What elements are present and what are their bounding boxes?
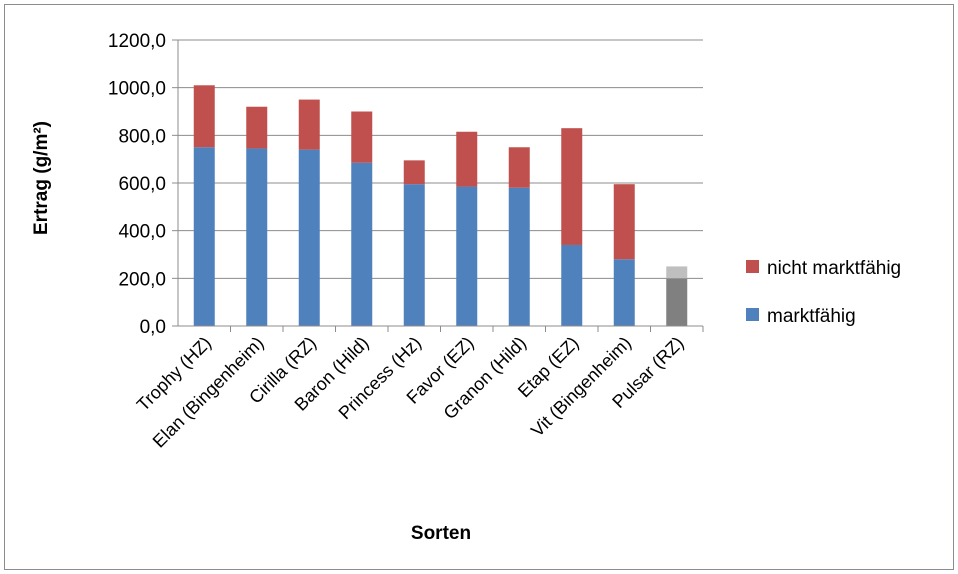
bar-segment-nicht-marktfaehig <box>666 266 688 279</box>
legend-swatch <box>746 308 759 321</box>
legend: nicht marktfähig marktfähig <box>746 258 901 327</box>
bar-segment-nicht-marktfaehig <box>351 111 373 163</box>
bar-segment-marktfaehig <box>193 147 215 326</box>
bar-segment-nicht-marktfaehig <box>508 147 530 188</box>
bar-segment-marktfaehig <box>298 149 320 326</box>
bar-segment-nicht-marktfaehig <box>561 128 583 245</box>
y-tick-label: 800,0 <box>118 126 166 147</box>
bar-segment-marktfaehig <box>351 162 373 326</box>
legend-swatch <box>746 260 759 273</box>
y-tick-label: 1200,0 <box>108 31 166 52</box>
y-tick-label: 200,0 <box>118 269 166 290</box>
legend-label: marktfähig <box>767 306 856 327</box>
bar-segment-nicht-marktfaehig <box>403 160 425 185</box>
bar-segment-marktfaehig <box>561 244 583 326</box>
bar-segment-nicht-marktfaehig <box>298 99 320 150</box>
stacked-bar-chart: 0,0 200,0 400,0 600,0 800,0 1000,0 1200,0 Trop… <box>31 31 901 544</box>
bar-segment-marktfaehig <box>666 278 688 326</box>
legend-label: nicht marktfähig <box>767 258 901 279</box>
y-axis-title: Ertrag (g/m²) <box>31 121 52 235</box>
bar-segment-marktfaehig <box>246 148 268 326</box>
y-tick-label: 0,0 <box>140 317 166 338</box>
bar-segment-marktfaehig <box>403 184 425 326</box>
x-axis-title: Sorten <box>411 523 471 544</box>
x-tick-labels: Trophy (HZ)Elan (Bingenheim)Cirilla (RZ)… <box>133 333 688 452</box>
chart-area: 0,0 200,0 400,0 600,0 800,0 1000,0 1200,0 Trop… <box>4 4 954 570</box>
bar-segment-nicht-marktfaehig <box>613 184 635 260</box>
bar-segment-marktfaehig <box>613 259 635 326</box>
y-tick-labels: 0,0 200,0 400,0 600,0 800,0 1000,0 1200,0 <box>108 31 166 338</box>
y-tick-label: 400,0 <box>118 222 166 243</box>
bar-segment-marktfaehig <box>456 186 478 326</box>
y-tick-label: 600,0 <box>118 174 166 195</box>
bar-segment-nicht-marktfaehig <box>193 85 215 148</box>
bar-segment-nicht-marktfaehig <box>246 106 268 149</box>
y-tick-label: 1000,0 <box>108 79 166 100</box>
bars <box>193 85 688 326</box>
bar-segment-marktfaehig <box>508 187 530 326</box>
bar-segment-nicht-marktfaehig <box>456 131 478 187</box>
axes <box>177 40 704 332</box>
